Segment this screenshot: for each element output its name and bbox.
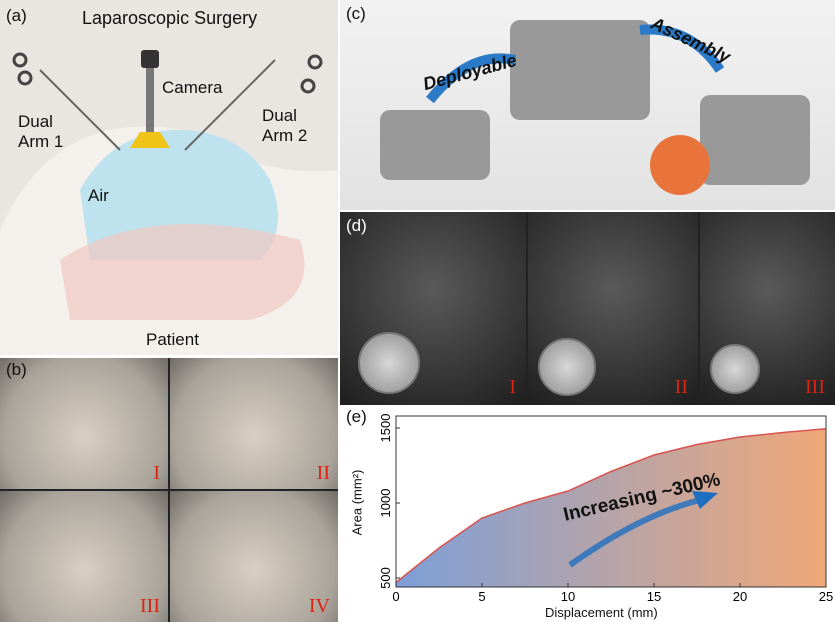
arrow-head-icon	[692, 491, 718, 509]
panel-title: Laparoscopic Surgery	[82, 8, 258, 28]
patient-label: Patient	[146, 330, 199, 349]
panel-b-photos: I II III IV (b)	[0, 358, 338, 622]
arrow-icon	[426, 53, 517, 104]
assembly-plate	[650, 135, 710, 195]
panel-d-photos: I II III (d)	[340, 212, 835, 405]
arm1-label: Dual Arm 1	[18, 112, 64, 151]
panel-label: (a)	[6, 6, 27, 25]
scissors-handle-icon	[300, 54, 323, 94]
panel-c-render: (c) Deployable Assembly	[340, 0, 835, 210]
arrow-icon	[639, 24, 725, 73]
area-chart: 0 5 10 15 20 25 500 1000 1500	[378, 414, 833, 604]
panel-a-laparoscopic-illustration: (a) Laparoscopic Surgery Camera Dual Arm…	[0, 0, 338, 355]
x-tick-label: 15	[647, 589, 661, 604]
panel-label: (c)	[346, 4, 366, 23]
x-axis-label: Displacement (mm)	[545, 605, 658, 620]
frame-label: III	[805, 376, 825, 398]
panel-e-chart: (e) 0 5 10 15 20 25 500 1000 1500 Increasing ~30…	[340, 405, 835, 622]
frame-label: I	[509, 376, 516, 398]
photo-frame-3: III	[700, 212, 835, 405]
scissors-handle-icon	[12, 52, 33, 86]
x-tick-label: 0	[392, 589, 399, 604]
x-tick-label: 25	[819, 589, 833, 604]
frame-label: IV	[308, 595, 330, 617]
abdomen-illustration	[0, 50, 338, 355]
y-tick-label: 500	[378, 567, 393, 589]
panel-label: (e)	[346, 407, 367, 426]
photo-frame-3: III	[0, 491, 168, 622]
frame-label: I	[153, 462, 160, 484]
arm2-label: Dual Arm 2	[262, 106, 308, 145]
panel-label: (d)	[346, 216, 367, 235]
coin	[358, 332, 420, 394]
photo-frame-4: IV	[170, 491, 338, 622]
organs	[60, 224, 305, 320]
x-tick-label: 20	[733, 589, 747, 604]
frame-label: II	[316, 462, 330, 484]
coin	[538, 338, 596, 396]
photo-frame-2: II	[170, 358, 338, 489]
area-curve	[395, 428, 827, 584]
x-tick-label: 5	[478, 589, 485, 604]
photo-frame-1: I	[340, 212, 526, 405]
frame-label: III	[140, 595, 160, 617]
photo-frame-2: II	[528, 212, 698, 405]
plot-frame	[395, 415, 827, 588]
coin	[710, 344, 760, 394]
area-fill	[396, 428, 826, 587]
panel-label: (b)	[6, 360, 27, 379]
camera-icon	[141, 50, 159, 68]
arrow-icon	[568, 497, 701, 568]
y-axis-label: Area (mm²)	[349, 469, 365, 536]
robot-render	[380, 20, 810, 195]
x-tick-label: 10	[561, 589, 575, 604]
y-tick-label: 1000	[378, 489, 393, 518]
photo-frame-1: I	[0, 358, 168, 489]
camera-label: Camera	[162, 78, 223, 97]
frame-label: II	[674, 376, 688, 398]
y-tick-label: 1500	[378, 414, 393, 443]
air-label: Air	[88, 186, 109, 205]
